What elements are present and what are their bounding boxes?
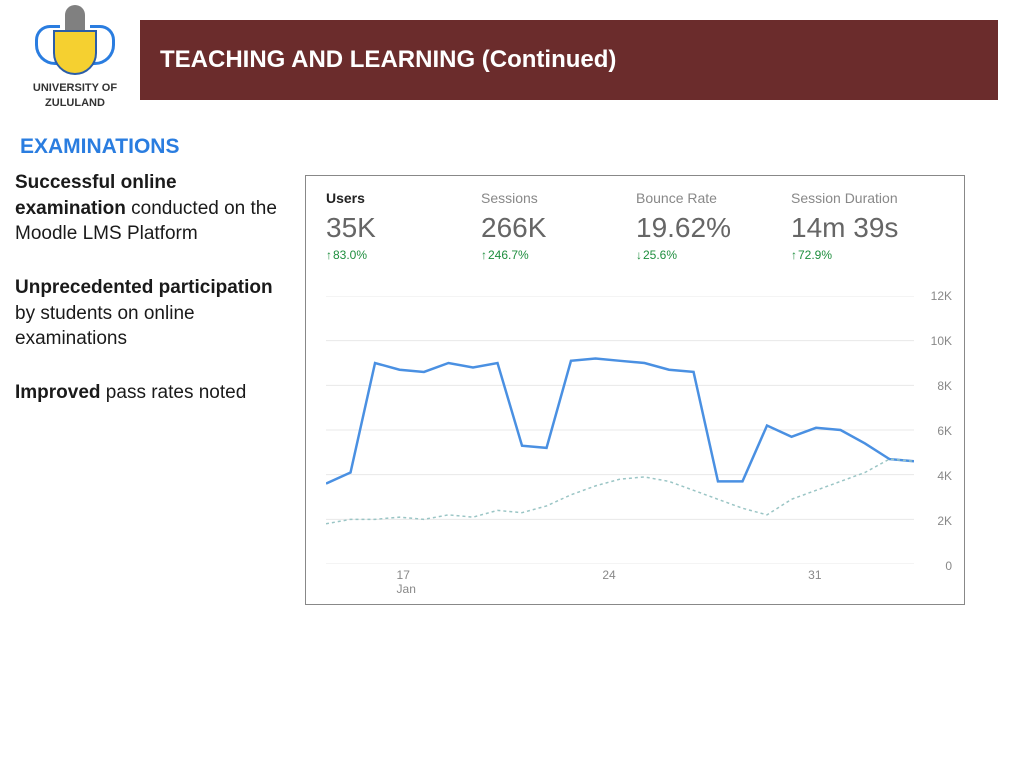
metric-change: 25.6% bbox=[636, 248, 746, 262]
bullet-bold: Improved bbox=[15, 382, 101, 403]
series-solid bbox=[326, 359, 914, 484]
analytics-panel: Users 35K 83.0% Sessions 266K 246.7% Bounce Ra… bbox=[305, 175, 965, 605]
metric-label: Users bbox=[326, 190, 436, 206]
metric-value: 14m 39s bbox=[791, 212, 901, 244]
y-tick-label: 8K bbox=[937, 379, 952, 393]
bullet-bold: Successful online examination bbox=[15, 172, 177, 219]
x-axis-labels: 17Jan 24 31 bbox=[326, 568, 914, 596]
bullet-list: Successful online examination conducted … bbox=[15, 170, 285, 433]
bullet-item: Successful online examination conducted … bbox=[15, 170, 285, 247]
series-dashed bbox=[326, 459, 914, 524]
slide-title: TEACHING AND LEARNING (Continued) bbox=[160, 46, 616, 74]
logo-text-line1: UNIVERSITY OF bbox=[15, 82, 135, 95]
metric-value: 19.62% bbox=[636, 212, 746, 244]
x-tick-label: 17Jan bbox=[397, 568, 416, 597]
bullet-item: Improved pass rates noted bbox=[15, 380, 285, 406]
section-heading: EXAMINATIONS bbox=[20, 135, 179, 159]
metric-label: Session Duration bbox=[791, 190, 901, 206]
metric-session-duration[interactable]: Session Duration 14m 39s 72.9% bbox=[791, 190, 901, 262]
bullet-bold: Unprecedented participation bbox=[15, 277, 273, 298]
metric-value: 266K bbox=[481, 212, 591, 244]
metric-users[interactable]: Users 35K 83.0% bbox=[326, 190, 436, 262]
metric-change: 83.0% bbox=[326, 248, 436, 262]
metric-change: 72.9% bbox=[791, 248, 901, 262]
metrics-row: Users 35K 83.0% Sessions 266K 246.7% Bounce Ra… bbox=[306, 176, 964, 272]
y-tick-label: 12K bbox=[931, 289, 952, 303]
y-axis-labels: 02K4K6K8K10K12K bbox=[917, 296, 952, 564]
metric-sessions[interactable]: Sessions 266K 246.7% bbox=[481, 190, 591, 262]
line-chart bbox=[326, 296, 914, 564]
y-tick-label: 2K bbox=[937, 514, 952, 528]
chart-svg bbox=[326, 296, 914, 564]
crest-graphic bbox=[35, 5, 115, 80]
slide-header: TEACHING AND LEARNING (Continued) bbox=[140, 20, 998, 100]
metric-bounce-rate[interactable]: Bounce Rate 19.62% 25.6% bbox=[636, 190, 746, 262]
metric-label: Sessions bbox=[481, 190, 591, 206]
y-tick-label: 6K bbox=[937, 424, 952, 438]
metric-value: 35K bbox=[326, 212, 436, 244]
y-tick-label: 0 bbox=[945, 559, 952, 573]
y-tick-label: 10K bbox=[931, 334, 952, 348]
metric-change: 246.7% bbox=[481, 248, 591, 262]
y-tick-label: 4K bbox=[937, 469, 952, 483]
university-logo: UNIVERSITY OF ZULULAND bbox=[15, 5, 135, 110]
x-tick-label: 24 bbox=[602, 568, 615, 582]
x-tick-label: 31 bbox=[808, 568, 821, 582]
logo-text-line2: ZULULAND bbox=[15, 97, 135, 110]
bullet-item: Unprecedented participation by students … bbox=[15, 275, 285, 352]
metric-label: Bounce Rate bbox=[636, 190, 746, 206]
